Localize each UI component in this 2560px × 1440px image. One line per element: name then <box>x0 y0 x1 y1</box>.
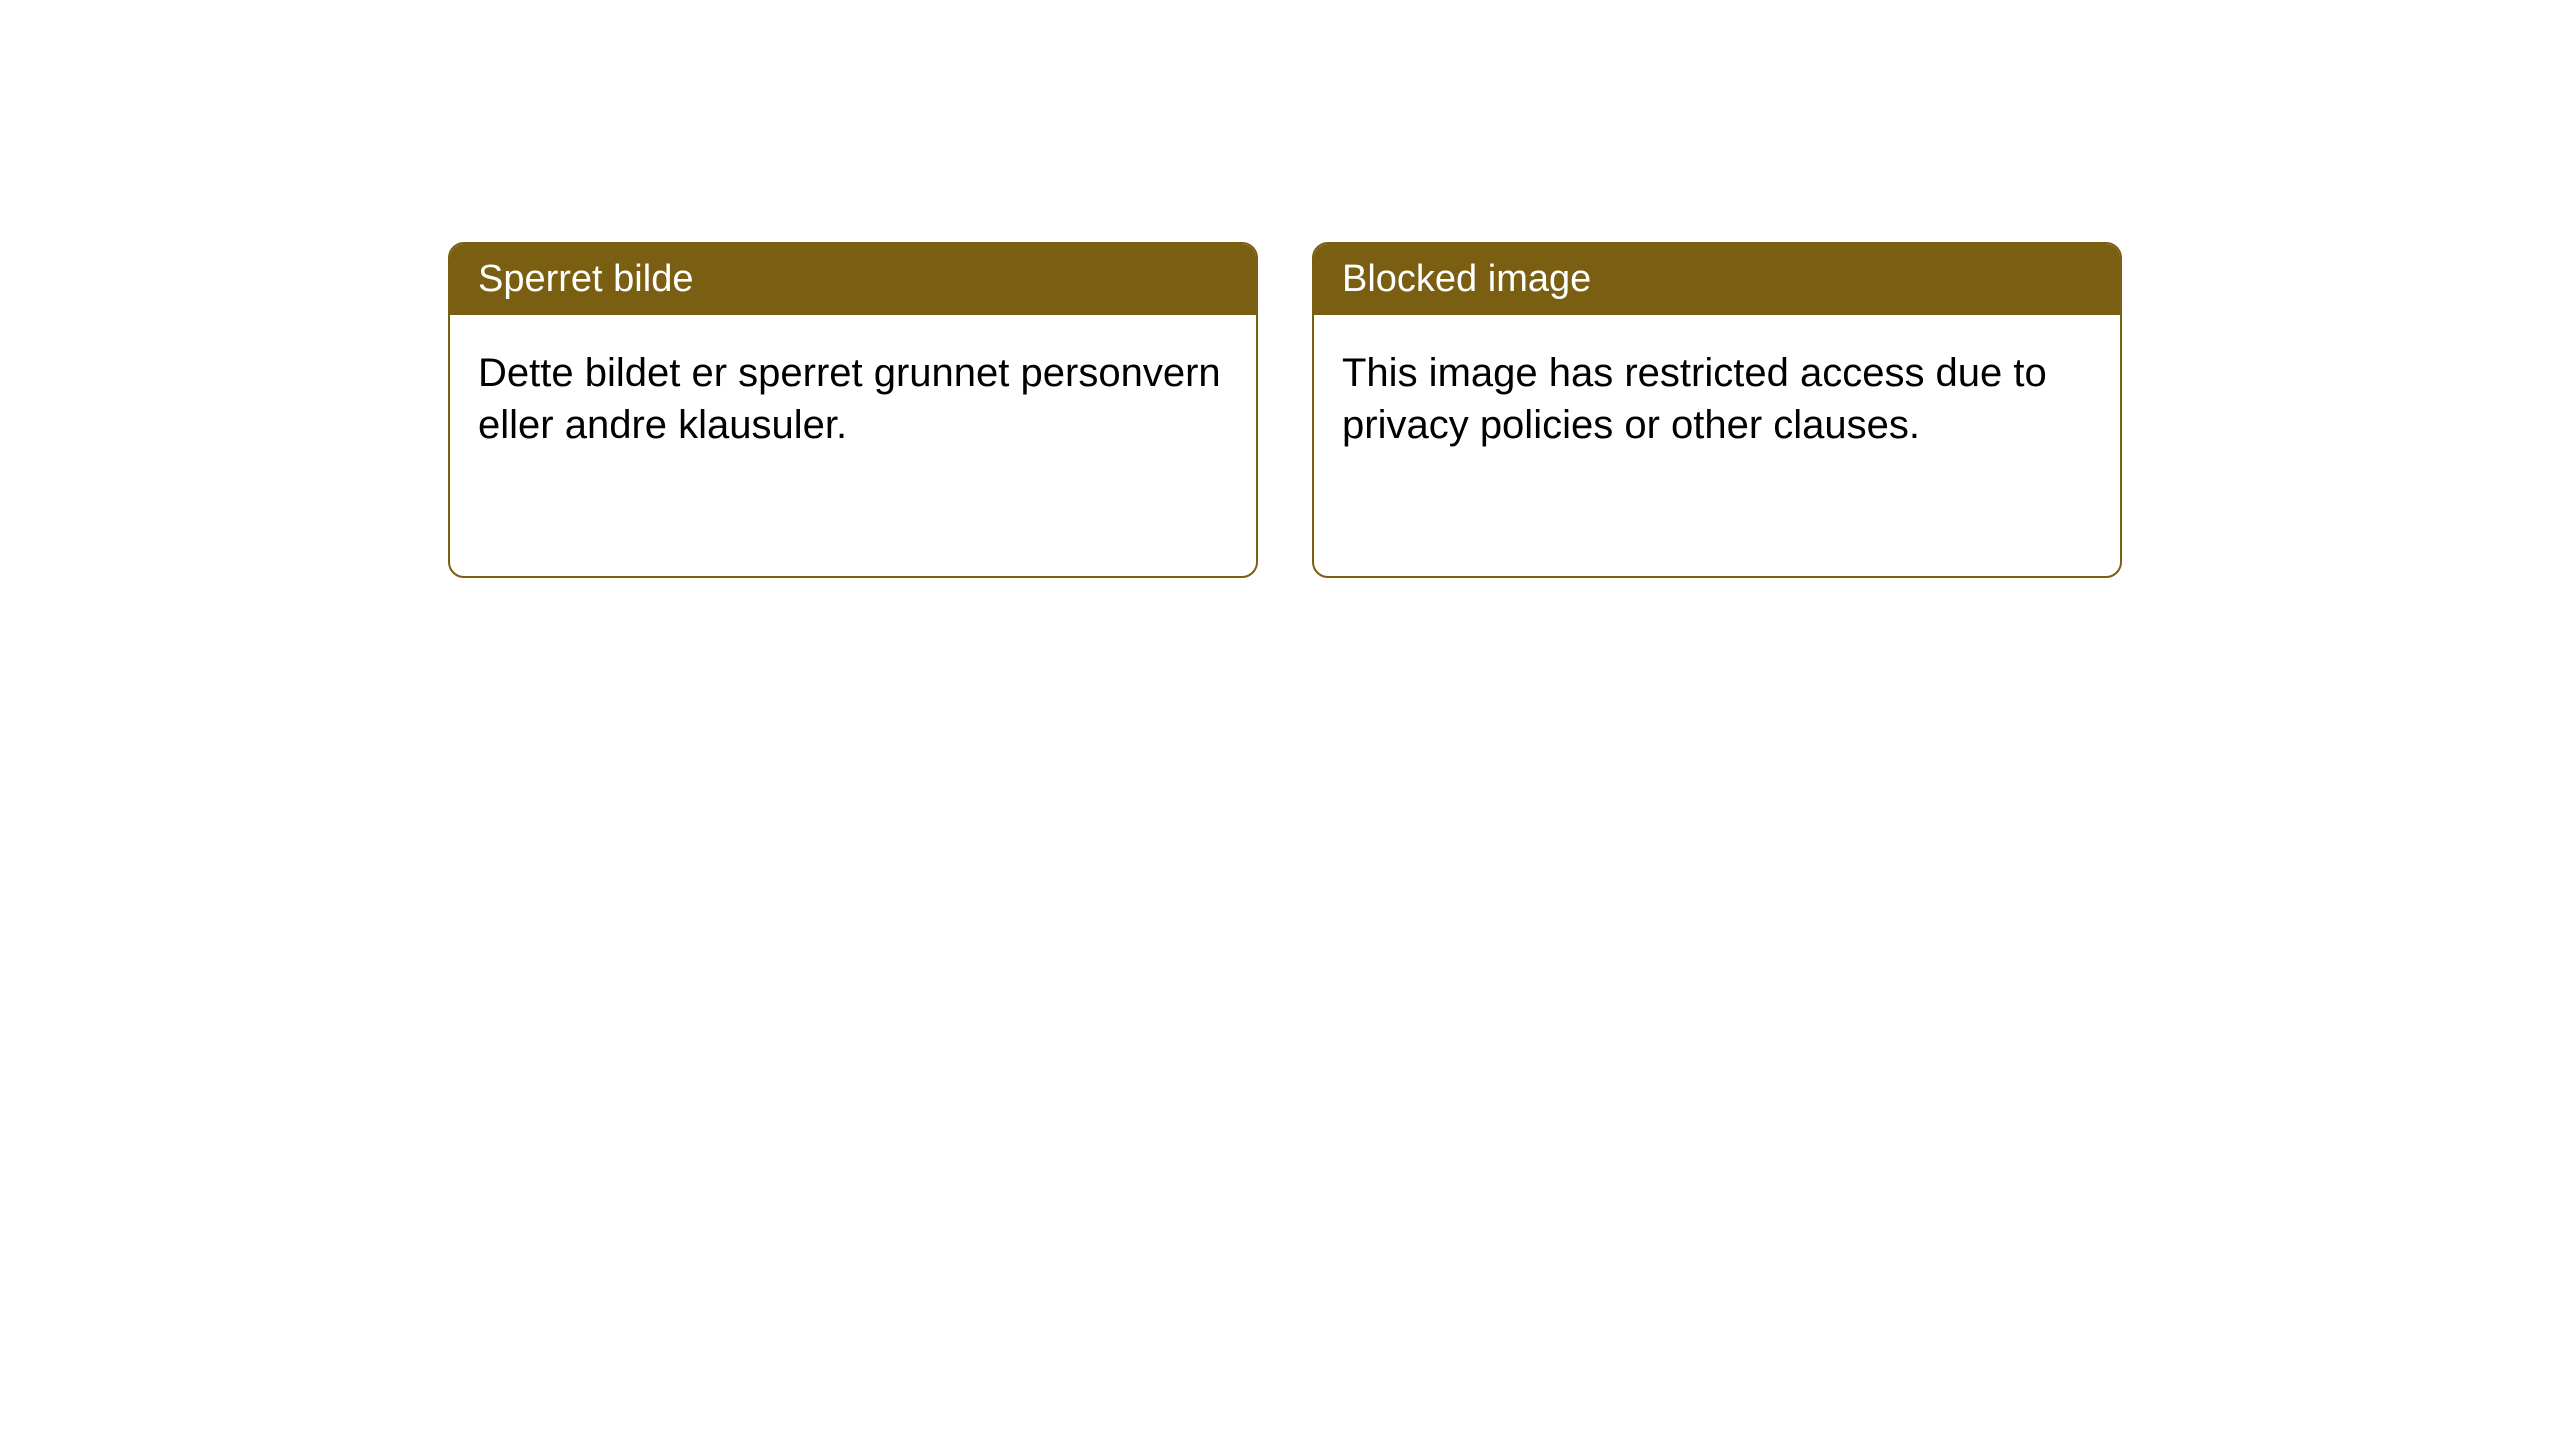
notice-cards-container: Sperret bilde Dette bildet er sperret gr… <box>448 242 2122 578</box>
card-body-english: This image has restricted access due to … <box>1314 315 2120 483</box>
card-title: Sperret bilde <box>478 258 693 300</box>
card-header-english: Blocked image <box>1314 244 2120 315</box>
card-body-norwegian: Dette bildet er sperret grunnet personve… <box>450 315 1256 483</box>
blocked-image-card-english: Blocked image This image has restricted … <box>1312 242 2122 578</box>
card-title: Blocked image <box>1342 258 1591 300</box>
card-message: Dette bildet er sperret grunnet personve… <box>478 351 1221 447</box>
card-header-norwegian: Sperret bilde <box>450 244 1256 315</box>
blocked-image-card-norwegian: Sperret bilde Dette bildet er sperret gr… <box>448 242 1258 578</box>
card-message: This image has restricted access due to … <box>1342 351 2047 447</box>
